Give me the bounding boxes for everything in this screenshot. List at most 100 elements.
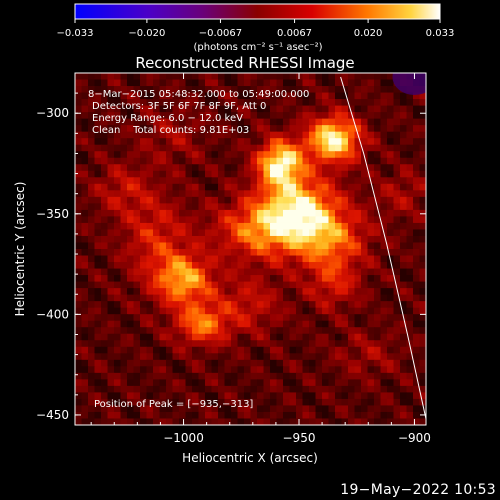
heatmap-cell (198, 170, 206, 178)
heatmap-cell (309, 125, 317, 133)
heatmap-cell (244, 222, 252, 231)
heatmap-cell (244, 346, 252, 354)
heatmap-cell (354, 353, 362, 361)
heatmap-cell (322, 314, 330, 322)
heatmap-cell (328, 366, 336, 374)
heatmap-cell (348, 281, 356, 289)
heatmap-cell (387, 372, 395, 380)
heatmap-cell (198, 118, 206, 126)
heatmap-cell (309, 392, 317, 400)
heatmap-cell (270, 327, 278, 335)
heatmap-cell (101, 105, 109, 113)
heatmap-cell (296, 346, 304, 354)
heatmap-cell (315, 366, 323, 374)
heatmap-cell (400, 125, 408, 133)
heatmap-cell (263, 86, 271, 94)
heatmap-cell (127, 144, 135, 152)
heatmap-cell (341, 190, 349, 198)
heatmap-cell (348, 268, 356, 276)
heatmap-cell (354, 183, 362, 191)
heatmap-cell (361, 405, 369, 413)
colorbar-tick-label: −0.020 (128, 28, 165, 39)
heatmap-cell (400, 235, 408, 244)
heatmap-cell (289, 151, 297, 159)
heatmap-cell (146, 398, 154, 407)
heatmap-cell (413, 333, 421, 341)
heatmap-cell (81, 177, 89, 185)
heatmap-cell (75, 392, 83, 400)
heatmap-cell (250, 372, 258, 380)
heatmap-cell (348, 73, 356, 81)
heatmap-cell (322, 268, 330, 276)
heatmap-cell (81, 340, 89, 348)
heatmap-cell (374, 151, 382, 159)
heatmap-cell (159, 157, 167, 165)
heatmap-cell (166, 307, 174, 315)
heatmap-cell (387, 242, 395, 250)
heatmap-cell (257, 307, 265, 315)
heatmap-cell (335, 418, 343, 425)
heatmap-cell (406, 411, 414, 420)
heatmap-cell (367, 301, 375, 309)
heatmap-cell (159, 275, 167, 283)
heatmap-cell (244, 131, 252, 139)
heatmap-cell (101, 366, 109, 374)
heatmap-cell (250, 301, 258, 309)
heatmap-cell (335, 105, 343, 113)
heatmap-cell (393, 255, 401, 263)
heatmap-cell (361, 235, 369, 244)
heatmap-cell (406, 346, 414, 354)
heatmap-cell (315, 262, 323, 270)
heatmap-cell (185, 346, 193, 354)
heatmap-cell (166, 288, 174, 296)
heatmap-cell (179, 275, 187, 283)
heatmap-cell (127, 222, 135, 231)
heatmap-cell (283, 346, 291, 354)
heatmap-cell (88, 144, 96, 152)
heatmap-cell (153, 314, 161, 322)
heatmap-cell (153, 268, 161, 276)
heatmap-cell (250, 196, 258, 204)
heatmap-cell (159, 307, 167, 315)
heatmap-cell (185, 125, 193, 133)
heatmap-cell (257, 275, 265, 283)
heatmap-cell (88, 170, 96, 178)
heatmap-cell (302, 314, 310, 322)
heatmap-cell (341, 229, 349, 237)
heatmap-cell (341, 131, 349, 139)
heatmap-cell (367, 327, 375, 335)
heatmap-cell (348, 86, 356, 94)
heatmap-cell (374, 177, 382, 185)
heatmap-cell (289, 249, 297, 257)
heatmap-cell (367, 249, 375, 257)
heatmap-cell (270, 229, 278, 237)
heatmap-cell (153, 112, 161, 120)
heatmap-cell (107, 99, 115, 107)
heatmap-cell (335, 222, 343, 231)
heatmap-cell (400, 138, 408, 146)
heatmap-cell (159, 294, 167, 302)
heatmap-cell (263, 229, 271, 237)
heatmap-cell (367, 99, 375, 107)
heatmap-cell (159, 262, 167, 270)
heatmap-cell (114, 314, 122, 322)
heatmap-cell (289, 196, 297, 204)
heatmap-cell (348, 288, 356, 296)
heatmap-cell (127, 157, 135, 165)
heatmap-cell (283, 307, 291, 315)
heatmap-cell (322, 177, 330, 185)
heatmap-cell (393, 275, 401, 283)
heatmap-cell (302, 385, 310, 394)
heatmap-cell (211, 268, 219, 276)
heatmap-cell (75, 144, 83, 152)
heatmap-cell (192, 249, 200, 257)
heatmap-cell (361, 359, 369, 367)
heatmap-cell (354, 366, 362, 374)
heatmap-cell (283, 262, 291, 270)
heatmap-cell (328, 353, 336, 361)
heatmap-cell (361, 73, 369, 81)
heatmap-cell (367, 307, 375, 315)
heatmap-cell (192, 79, 200, 87)
heatmap-cell (302, 86, 310, 94)
heatmap-cell (179, 340, 187, 348)
